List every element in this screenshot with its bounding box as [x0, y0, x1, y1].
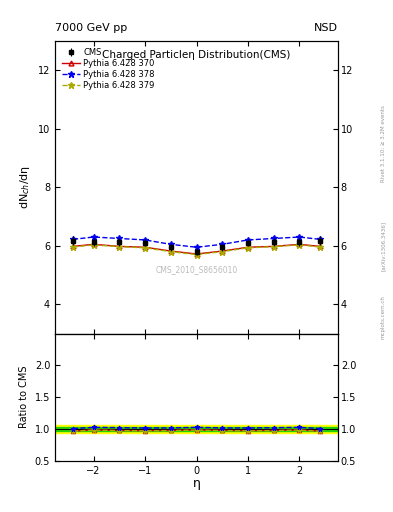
Line: Pythia 6.428 378: Pythia 6.428 378	[70, 234, 323, 250]
Pythia 6.428 370	[318, 243, 322, 249]
Pythia 6.428 378	[194, 244, 199, 250]
Pythia 6.428 378	[169, 241, 173, 247]
Pythia 6.428 370	[117, 243, 122, 249]
Pythia 6.428 378	[318, 236, 322, 242]
Pythia 6.428 370	[71, 243, 75, 249]
Pythia 6.428 370	[143, 244, 147, 250]
Pythia 6.428 370	[246, 244, 250, 250]
Pythia 6.428 379	[297, 242, 302, 248]
Pythia 6.428 379	[246, 245, 250, 251]
Pythia 6.428 370	[169, 248, 173, 254]
Pythia 6.428 379	[91, 242, 96, 248]
Pythia 6.428 379	[194, 251, 199, 258]
Pythia 6.428 370	[220, 248, 224, 254]
Pythia 6.428 370	[194, 251, 199, 257]
Text: Rivet 3.1.10; ≥ 3.2M events: Rivet 3.1.10; ≥ 3.2M events	[381, 105, 386, 182]
Pythia 6.428 378	[71, 236, 75, 242]
Text: [arXiv:1306.3436]: [arXiv:1306.3436]	[381, 221, 386, 271]
Pythia 6.428 379	[143, 245, 147, 251]
Pythia 6.428 379	[318, 244, 322, 250]
Line: Pythia 6.428 379: Pythia 6.428 379	[70, 242, 323, 258]
Bar	[55, 427, 338, 431]
Pythia 6.428 378	[246, 237, 250, 243]
Pythia 6.428 379	[271, 244, 276, 250]
Pythia 6.428 370	[271, 243, 276, 249]
Pythia 6.428 379	[169, 248, 173, 254]
Pythia 6.428 378	[271, 236, 276, 242]
Pythia 6.428 378	[220, 241, 224, 247]
Bar	[55, 424, 338, 434]
Y-axis label: dN$_{ch}$/dη: dN$_{ch}$/dη	[18, 165, 32, 209]
Pythia 6.428 379	[117, 244, 122, 250]
Legend: CMS, Pythia 6.428 370, Pythia 6.428 378, Pythia 6.428 379: CMS, Pythia 6.428 370, Pythia 6.428 378,…	[59, 45, 157, 92]
Pythia 6.428 378	[91, 234, 96, 240]
Line: Pythia 6.428 370: Pythia 6.428 370	[71, 242, 322, 257]
Pythia 6.428 378	[117, 236, 122, 242]
Pythia 6.428 378	[297, 234, 302, 240]
Text: mcplots.cern.ch: mcplots.cern.ch	[381, 295, 386, 339]
Text: NSD: NSD	[314, 23, 338, 33]
Y-axis label: Ratio to CMS: Ratio to CMS	[19, 366, 29, 429]
Pythia 6.428 370	[297, 241, 302, 247]
Pythia 6.428 378	[143, 237, 147, 243]
Pythia 6.428 379	[71, 244, 75, 250]
Pythia 6.428 379	[220, 248, 224, 254]
Text: CMS_2010_S8656010: CMS_2010_S8656010	[155, 265, 238, 274]
Pythia 6.428 370	[91, 241, 96, 247]
Text: 7000 GeV pp: 7000 GeV pp	[55, 23, 127, 33]
X-axis label: η: η	[193, 477, 200, 490]
Text: Charged Particleη Distribution(CMS): Charged Particleη Distribution(CMS)	[102, 50, 291, 60]
